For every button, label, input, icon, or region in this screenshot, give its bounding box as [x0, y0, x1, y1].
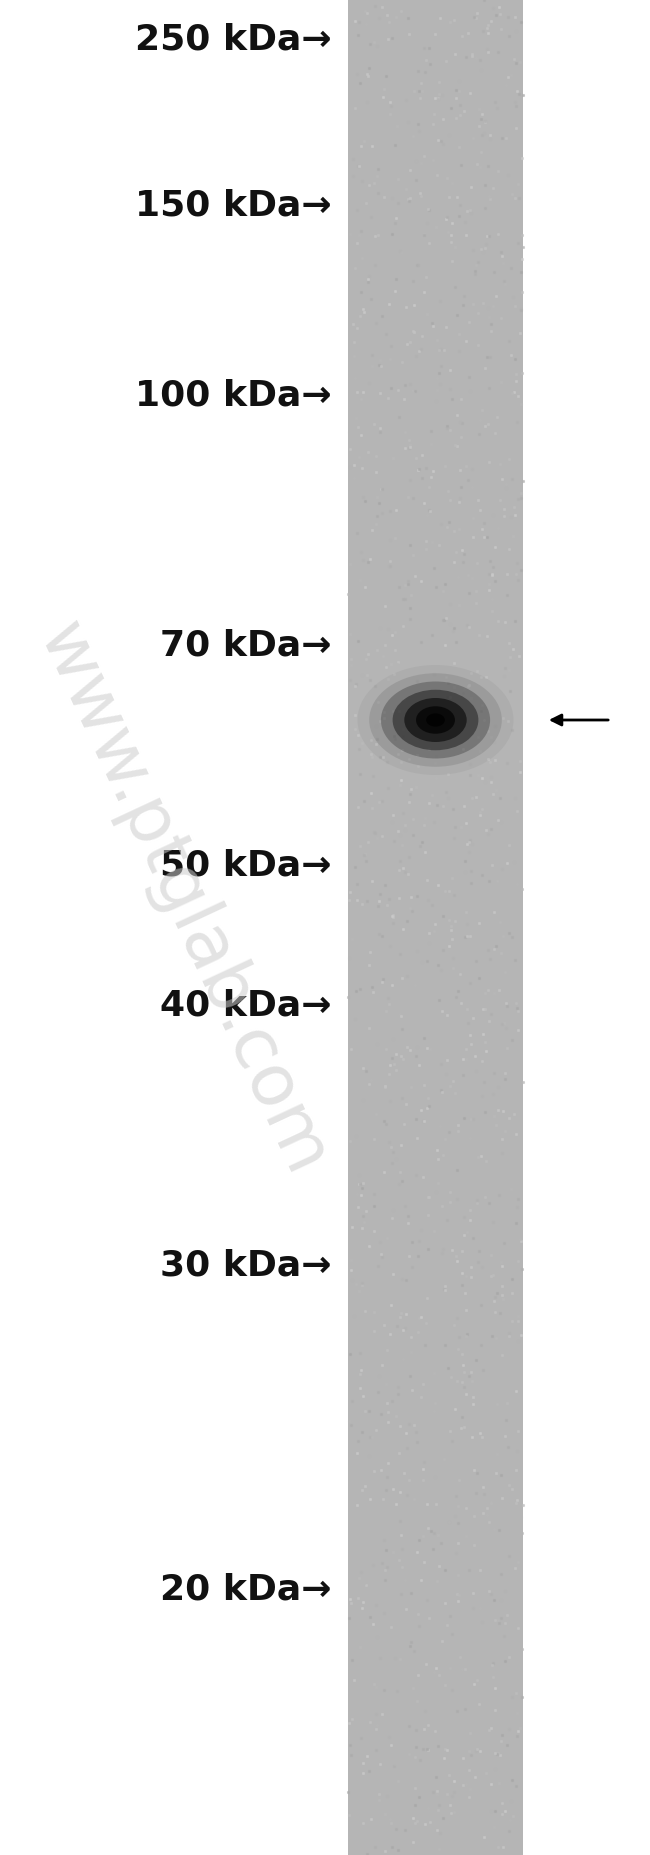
Ellipse shape: [416, 707, 455, 735]
Text: 100 kDa→: 100 kDa→: [135, 378, 332, 412]
Ellipse shape: [381, 681, 490, 759]
Bar: [348, 0, 523, 1855]
Text: 30 kDa→: 30 kDa→: [160, 1248, 332, 1282]
Text: www.ptglab.com: www.ptglab.com: [23, 612, 341, 1187]
Ellipse shape: [358, 664, 514, 775]
Text: 250 kDa→: 250 kDa→: [135, 22, 332, 58]
Ellipse shape: [426, 714, 445, 727]
Text: 50 kDa→: 50 kDa→: [160, 848, 332, 881]
Text: 70 kDa→: 70 kDa→: [160, 629, 332, 662]
Ellipse shape: [404, 697, 467, 742]
Ellipse shape: [393, 690, 478, 749]
Text: 150 kDa→: 150 kDa→: [135, 187, 332, 223]
Ellipse shape: [369, 673, 502, 766]
Text: 40 kDa→: 40 kDa→: [160, 989, 332, 1022]
Text: 20 kDa→: 20 kDa→: [160, 1573, 332, 1606]
